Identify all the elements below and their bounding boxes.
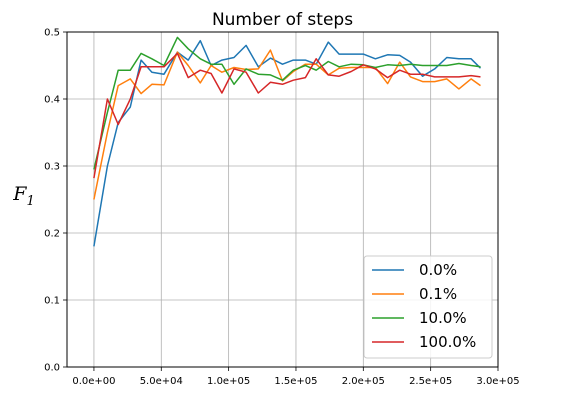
legend-label: 100.0% <box>419 333 476 351</box>
legend: 0.0% 0.1% 10.0% 100.0% <box>363 255 493 359</box>
y-tick-label: 0.0 <box>44 363 60 374</box>
y-axis-label-subscript: 1 <box>26 194 34 209</box>
y-tick-label: 0.2 <box>44 229 60 240</box>
legend-label: 0.0% <box>419 261 457 279</box>
series-line <box>93 36 481 170</box>
y-axis-label-main: F <box>12 183 27 205</box>
series-lines <box>93 36 482 247</box>
series-line <box>93 39 482 247</box>
y-tick-label: 0.4 <box>44 95 60 106</box>
x-tick-label: 3.0e+05 <box>476 376 519 387</box>
y-tick-label: 0.3 <box>44 162 60 173</box>
legend-label: 10.0% <box>419 309 467 327</box>
chart-title: Number of steps <box>212 10 353 30</box>
legend-box <box>363 255 493 359</box>
x-tick-label: 2.0e+05 <box>342 376 385 387</box>
series-line <box>93 52 481 179</box>
x-tick-label: 1.5e+05 <box>274 376 317 387</box>
axis-ticks: 0.0e+00 5.0e+04 1.0e+05 1.5e+05 2.0e+05 2.5e+… <box>44 28 519 388</box>
y-tick-label: 0.1 <box>44 296 60 307</box>
y-axis-label: F1 <box>12 183 34 209</box>
x-tick-label: 0.0e+00 <box>72 376 115 387</box>
legend-label: 0.1% <box>419 285 457 303</box>
x-tick-label: 2.5e+05 <box>409 376 452 387</box>
x-tick-label: 5.0e+04 <box>140 376 183 387</box>
x-tick-label: 1.0e+05 <box>207 376 250 387</box>
plot-frame <box>66 31 499 368</box>
y-tick-label: 0.5 <box>44 28 60 39</box>
